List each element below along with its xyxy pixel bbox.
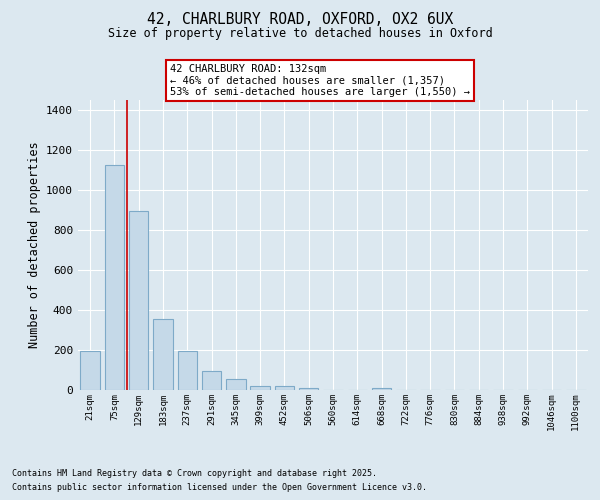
- Bar: [153, 319, 173, 390]
- Text: Size of property relative to detached houses in Oxford: Size of property relative to detached ho…: [107, 28, 493, 40]
- Bar: [275, 386, 294, 390]
- Bar: [226, 379, 245, 390]
- Bar: [372, 388, 391, 390]
- Bar: [178, 351, 197, 390]
- Bar: [129, 211, 148, 390]
- Bar: [250, 386, 270, 390]
- Bar: [105, 165, 124, 390]
- Bar: [202, 371, 221, 390]
- Text: 42 CHARLBURY ROAD: 132sqm
← 46% of detached houses are smaller (1,357)
53% of se: 42 CHARLBURY ROAD: 132sqm ← 46% of detac…: [170, 64, 470, 97]
- Y-axis label: Number of detached properties: Number of detached properties: [28, 142, 41, 348]
- Text: 42, CHARLBURY ROAD, OXFORD, OX2 6UX: 42, CHARLBURY ROAD, OXFORD, OX2 6UX: [147, 12, 453, 28]
- Text: Contains HM Land Registry data © Crown copyright and database right 2025.: Contains HM Land Registry data © Crown c…: [12, 468, 377, 477]
- Bar: [299, 388, 319, 390]
- Text: Contains public sector information licensed under the Open Government Licence v3: Contains public sector information licen…: [12, 484, 427, 492]
- Bar: [80, 351, 100, 390]
